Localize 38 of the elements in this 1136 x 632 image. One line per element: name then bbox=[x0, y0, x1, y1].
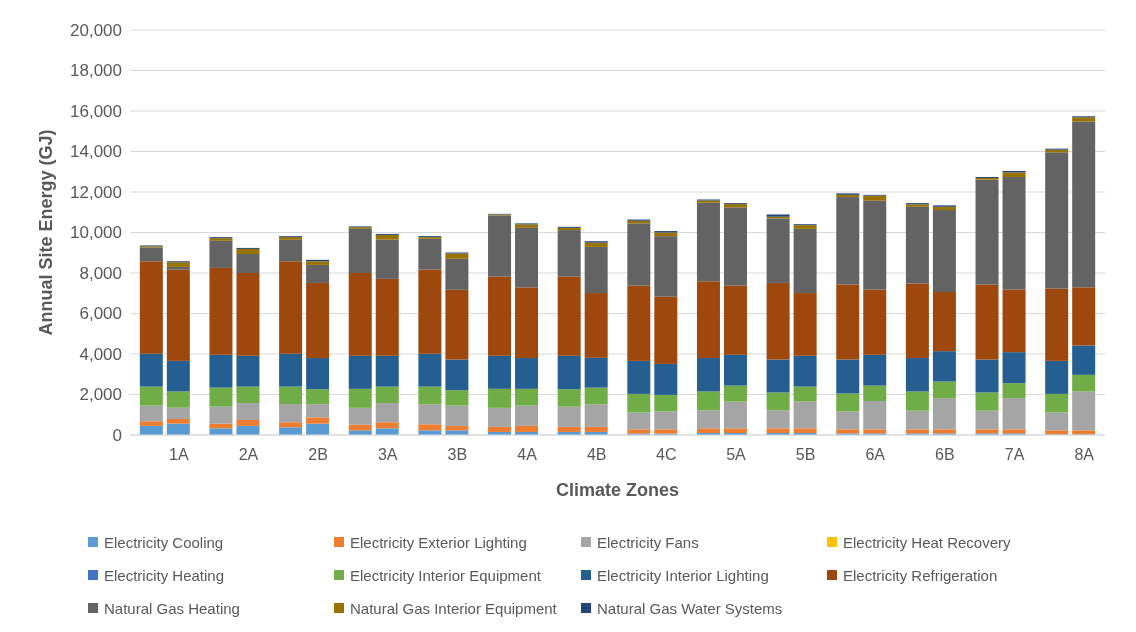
y-tick-label: 10,000 bbox=[70, 223, 122, 243]
x-tick-label: 2B bbox=[308, 446, 328, 464]
x-tick-label: 1A bbox=[169, 446, 189, 464]
y-tick-label: 0 bbox=[112, 425, 122, 445]
x-tick-label: 3B bbox=[447, 446, 468, 464]
y-tick-label: 4,000 bbox=[79, 344, 122, 364]
legend-label: Electricity Interior Equipment bbox=[350, 566, 542, 584]
y-tick-label: 12,000 bbox=[70, 182, 122, 202]
legend-label: Natural Gas Water Systems bbox=[597, 599, 783, 617]
y-tick-label: 2,000 bbox=[79, 385, 122, 405]
legend-label: Electricity Exterior Lighting bbox=[350, 533, 527, 551]
y-tick-label: 8,000 bbox=[79, 263, 122, 283]
legend-label: Electricity Cooling bbox=[104, 533, 224, 551]
x-tick-label: 4A bbox=[517, 446, 538, 464]
x-tick-label: 7A bbox=[1004, 446, 1025, 464]
x-axis-title: Climate Zones bbox=[555, 480, 680, 500]
x-tick-label: 5B bbox=[795, 446, 816, 464]
x-tick-label: 6A bbox=[865, 446, 886, 464]
legend-label: Natural Gas Interior Equipment bbox=[350, 599, 558, 617]
legend-label: Electricity Heat Recovery bbox=[843, 533, 1012, 551]
legend-label: Electricity Heating bbox=[104, 566, 225, 584]
legend-label: Electricity Fans bbox=[597, 533, 699, 551]
legend-label: Electricity Interior Lighting bbox=[597, 566, 769, 584]
x-tick-label: 4C bbox=[656, 446, 677, 464]
y-tick-label: 16,000 bbox=[70, 101, 122, 121]
y-tick-label: 6,000 bbox=[79, 304, 122, 324]
x-tick-label: 6B bbox=[935, 446, 955, 464]
y-axis-title: Annual Site Energy (GJ) bbox=[36, 129, 56, 336]
y-tick-label: 20,000 bbox=[70, 20, 122, 40]
x-tick-label: 5A bbox=[726, 446, 747, 464]
x-tick-label: 8A bbox=[1074, 446, 1095, 464]
y-tick-label: 14,000 bbox=[70, 142, 122, 162]
legend-label: Electricity Refrigeration bbox=[843, 566, 998, 584]
legend-label: Natural Gas Heating bbox=[104, 599, 240, 617]
x-tick-label: 3A bbox=[377, 446, 398, 464]
x-tick-label: 4B bbox=[586, 446, 607, 464]
y-tick-label: 18,000 bbox=[70, 61, 122, 81]
x-tick-label: 2A bbox=[238, 446, 259, 464]
